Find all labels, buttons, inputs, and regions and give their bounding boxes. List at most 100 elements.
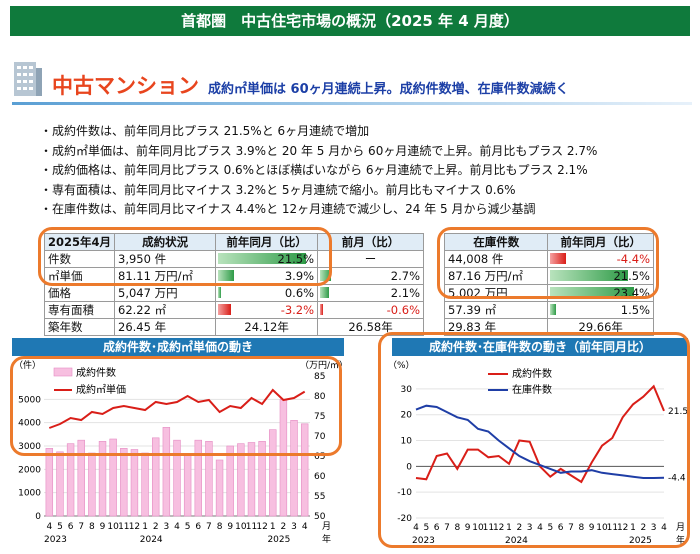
table-cell: 2.7% [317,267,424,285]
table-cell: 26.58年 [317,318,424,336]
chart2-title: 成約件数･在庫件数の動き（前年同月比） [392,338,688,356]
month-suffix: 月 [322,521,331,532]
year-label: 2024 [140,535,163,545]
right-tick-label: 60 [314,472,326,482]
x-tick-label: 7 [206,522,212,532]
headline: 成約㎡単価は 60ヶ月連続上昇。成約件数増、在庫件数減続く [208,82,569,97]
bar-contracts [77,439,85,517]
x-tick-label: 6 [68,522,74,532]
y-tick-label: 30 [401,385,413,395]
bar-contracts [56,451,64,517]
bar-contracts [215,459,224,517]
x-tick-label: 1 [270,522,276,532]
table-cell: 57.39 ㎡ [443,301,549,319]
bar-contracts [141,452,149,517]
table-row: 専有面積 62.22 ㎡ -3.2% -0.6% [43,301,424,319]
bar-contracts [183,453,192,517]
x-tick-label: 4 [537,523,543,533]
value-bar [218,253,307,264]
bar-contracts [152,437,160,517]
right-tick-label: 55 [314,492,325,502]
table-cell: ㎡単価 [43,267,116,285]
legend-label: 成約件数 [76,366,116,379]
x-tick-label: 3 [527,523,533,533]
cell-value: -4.4% [616,252,650,266]
x-tick-label: 8 [217,522,223,532]
x-tick-label: 1 [630,523,636,533]
bullet-item: 成約件数は、前年同月比プラス 21.5%と 6ヶ月連続で増加 [40,122,597,142]
left-tick-label: 1000 [18,489,41,499]
left-tick-label: 5000 [18,395,41,405]
x-tick-label: 9 [465,523,471,533]
right-axis-unit: （万円/㎡） [300,360,348,371]
x-tick-label: 6 [195,522,201,532]
table-row: 57.39 ㎡ 1.5% [443,301,654,319]
table-cell: -0.6% [317,301,424,319]
table-cell: 87.16 万円/㎡ [443,267,549,285]
table-cell: 81.11 万円/㎡ [114,267,217,285]
x-tick-label: 1 [506,523,512,533]
x-tick-label: 10 [107,522,119,532]
bar-contracts [120,448,128,517]
cell-value: 21.5% [613,269,650,283]
table-cell: 24.12年 [215,318,319,336]
cell-value: 0.6% [284,286,315,300]
x-tick-label: 8 [454,523,460,533]
table-row: 87.16 万円/㎡ 21.5% [443,267,654,285]
bar-contracts [237,443,245,517]
table-cell: 1.5% [547,301,654,319]
value-bar [320,287,329,298]
value-bar [550,253,567,264]
x-tick-label: 4 [46,522,52,532]
bar-contracts [247,442,256,517]
x-tick-label: 8 [578,523,584,533]
legend-label: 成約件数 [512,367,552,380]
x-tick-label: 4 [661,523,667,533]
building-icon [14,62,42,96]
right-tick-label: 85 [314,372,325,382]
cell-value: 3.9% [284,269,315,283]
y-tick-label: 0 [406,462,412,472]
table-header: 在庫件数 [443,233,549,251]
page-banner: 首都圏 中古住宅市場の概況（2025 年 4 月度） [10,6,690,36]
table-cell: 26.45 年 [114,318,217,336]
end-value-label: -4.4 [668,474,686,484]
year-suffix: 年 [322,533,331,545]
highlight-frame-chart1 [10,356,342,456]
x-tick-label: 2 [281,522,287,532]
x-tick-label: 11 [607,523,618,533]
bar-contracts [194,439,202,517]
x-tick-label: 4 [413,523,419,533]
bar-contracts [130,449,139,517]
axis-unit: （%） [388,360,415,371]
right-tick-label: 80 [314,392,326,402]
x-tick-label: 5 [423,523,429,533]
x-tick-label: 10 [235,522,247,532]
left-tick-label: 0 [35,512,41,522]
y-tick-label: 10 [401,437,413,447]
y-tick-label: 20 [401,411,413,421]
table-cell: 0.6% [215,284,319,302]
cell-value: 2.7% [390,269,420,283]
table-cell: 29.83 年 [443,318,549,336]
year-label: 2025 [267,535,290,545]
x-tick-label: 12 [256,522,267,532]
value-bar [550,287,635,298]
bar-contracts [173,439,181,517]
right-tick-label: 50 [314,512,326,522]
x-tick-label: 9 [100,522,106,532]
left-tick-label: 4000 [18,419,41,429]
year-label: 2023 [412,536,435,546]
summary-bullets: 成約件数は、前年同月比プラス 21.5%と 6ヶ月連続で増加 成約㎡単価は、前年… [40,122,597,220]
value-bar [218,287,222,298]
table-cell: -4.4% [547,250,654,268]
right-tick-label: 65 [314,452,325,462]
x-tick-label: 4 [174,522,180,532]
x-tick-label: 7 [78,522,84,532]
x-tick-label: 6 [434,523,440,533]
right-tick-label: 70 [314,432,326,442]
x-tick-label: 4 [302,522,308,532]
x-tick-label: 12 [129,522,140,532]
bar-contracts [290,420,298,517]
